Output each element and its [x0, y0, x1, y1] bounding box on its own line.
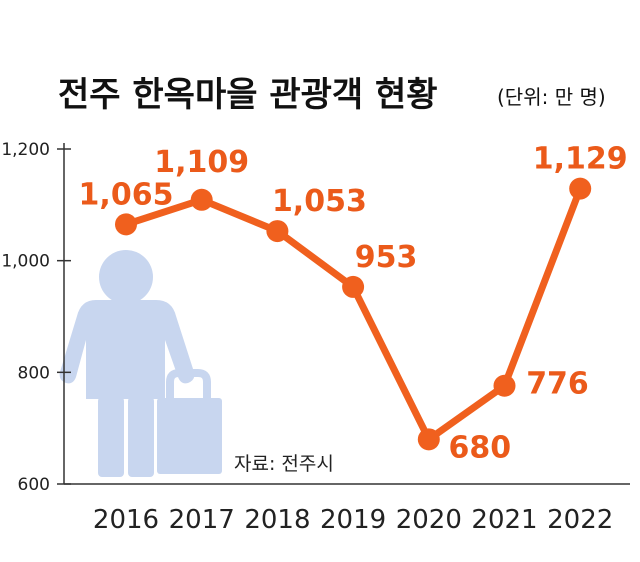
data-label: 953 [355, 240, 418, 275]
y-tick-label: 1,000 [1, 252, 50, 272]
y-axis: 600 800 1,000 1,200 [1, 140, 71, 495]
x-tick-label: 2022 [547, 505, 613, 535]
data-label: 1,053 [272, 184, 367, 219]
x-axis: 2016 2017 2018 2019 2020 2021 2022 [64, 483, 630, 535]
y-tick-label: 600 [18, 475, 50, 495]
x-tick-label: 2018 [244, 505, 310, 535]
data-point [266, 220, 289, 243]
data-point [569, 177, 592, 200]
data-label: 776 [526, 367, 589, 402]
data-point [417, 428, 440, 451]
y-tick-label: 1,200 [1, 140, 50, 160]
x-tick-label: 2020 [396, 505, 462, 535]
chart-unit: (단위: 만 명) [497, 85, 606, 109]
data-point [493, 374, 516, 397]
x-tick-label: 2019 [320, 505, 386, 535]
data-label: 1,065 [79, 177, 174, 212]
x-tick-label: 2021 [471, 505, 537, 535]
data-label: 1,109 [154, 145, 249, 180]
traveler-with-suitcase-icon [59, 250, 222, 477]
data-label: 680 [448, 430, 511, 465]
chart-title: 전주 한옥마을 관광객 현황 [58, 75, 438, 115]
data-point [190, 188, 213, 211]
y-tick-label: 800 [18, 363, 50, 383]
x-tick-label: 2016 [93, 505, 159, 535]
source-note: 자료: 전주시 [234, 453, 334, 475]
data-point [342, 275, 365, 298]
data-label: 1,129 [533, 142, 628, 177]
x-tick-label: 2017 [169, 505, 235, 535]
series-visits [115, 177, 592, 451]
data-point [115, 213, 137, 236]
